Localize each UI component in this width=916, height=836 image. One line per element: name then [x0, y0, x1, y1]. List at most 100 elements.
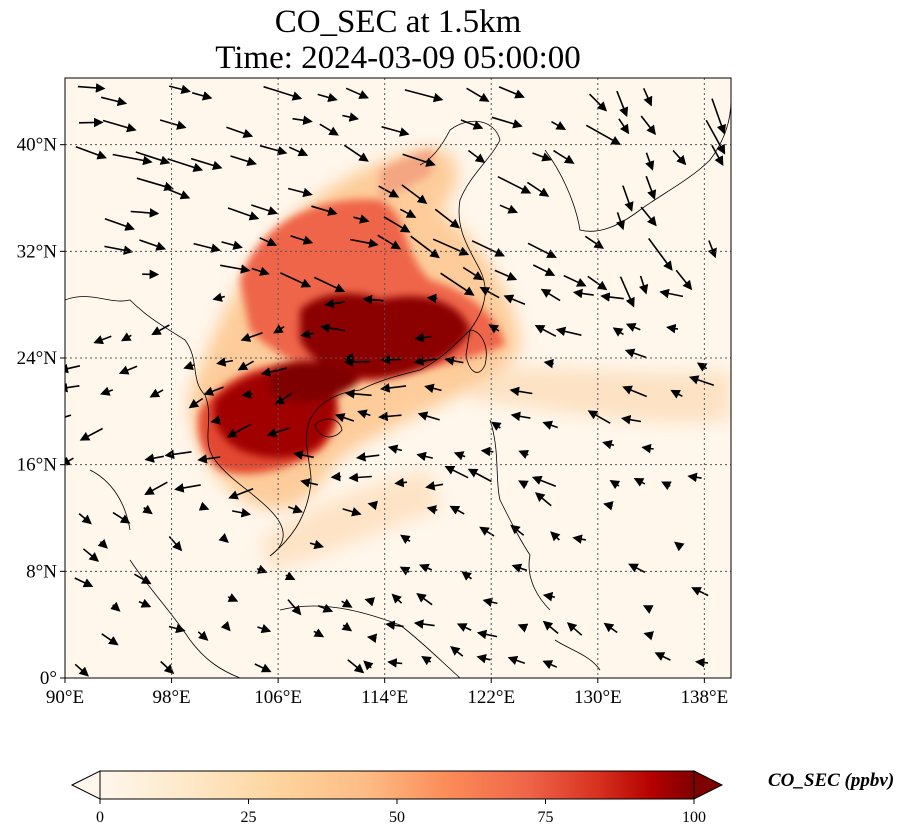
wind-arrow [687, 472, 702, 483]
wind-arrow [462, 266, 484, 281]
wind-arrow [618, 118, 630, 135]
wind-arrow [488, 324, 500, 334]
wind-arrow [256, 564, 268, 574]
wind-arrow [97, 538, 108, 549]
wind-arrow [227, 593, 239, 602]
wind-arrow [221, 240, 243, 250]
wind-arrow [342, 112, 360, 122]
wind-arrow [643, 631, 654, 641]
wind-arrow [490, 421, 502, 431]
lon-tick-label: 114°E [361, 687, 408, 708]
plume-north-tip [380, 150, 435, 200]
wind-arrow [482, 597, 498, 607]
wind-arrow [210, 415, 221, 425]
wind-arrow [288, 146, 309, 157]
wind-arrow [366, 633, 378, 643]
wind-arrow [534, 325, 557, 337]
wind-arrow [353, 214, 370, 224]
wind-arrow [584, 235, 605, 249]
wind-arrow [531, 475, 557, 487]
wind-arrow [120, 332, 132, 342]
wind-arrow [526, 181, 550, 197]
wind-arrow [363, 660, 374, 671]
wind-arrow [259, 237, 278, 247]
wind-arrow [587, 410, 611, 424]
wind-arrow [65, 382, 80, 393]
wind-arrow [273, 324, 285, 334]
wind-arrow [355, 452, 380, 462]
wind-arrow [345, 87, 369, 99]
wind-arrow [432, 238, 470, 256]
wind-arrow [695, 657, 709, 668]
wind-arrow [102, 119, 137, 133]
colorbar-label: CO_SEC (ppbv) [768, 770, 895, 791]
wind-arrow [416, 593, 433, 606]
wind-arrow [471, 240, 505, 257]
wind-arrow [510, 411, 531, 422]
wind-arrow [615, 212, 625, 231]
wind-arrow [450, 646, 464, 657]
wind-arrow [167, 158, 204, 173]
wind-arrow [404, 89, 444, 103]
wind-arrow [349, 238, 379, 248]
wind-arrow [705, 119, 726, 155]
wind-arrow [399, 566, 411, 576]
wind-arrow [101, 633, 119, 646]
wind-arrow [416, 451, 433, 462]
colorbar-gradient [99, 770, 695, 800]
wind-arrow [400, 534, 411, 544]
wind-arrow [230, 155, 257, 166]
wind-arrow [343, 144, 369, 162]
colorbar-tick-label: 50 [389, 809, 405, 826]
wind-arrow [378, 185, 400, 198]
wind-arrow [585, 124, 621, 145]
wind-arrow [380, 383, 407, 393]
lon-tick-label: 138°E [681, 687, 729, 708]
wind-arrow [543, 358, 554, 369]
wind-arrow [494, 269, 518, 281]
wind-arrow [711, 98, 726, 135]
wind-arrow [112, 153, 153, 166]
plume-core-center [270, 361, 360, 403]
wind-arrow [168, 84, 191, 95]
wind-arrow [460, 119, 484, 130]
colorbar-ticks: 0 25 50 75 100 [96, 799, 706, 826]
wind-arrow [164, 449, 192, 460]
wind-arrow [391, 593, 403, 604]
wind-arrow [425, 481, 444, 491]
wind-arrow [226, 126, 254, 138]
wind-arrow [711, 145, 724, 166]
plume-tail-east [470, 367, 731, 423]
wind-arrow [466, 87, 490, 102]
wind-arrow [566, 622, 583, 636]
wind-arrow [572, 534, 587, 544]
wind-arrow [642, 87, 653, 107]
wind-arrow [260, 367, 287, 377]
wind-arrow [198, 501, 210, 511]
wind-arrow [633, 478, 646, 487]
wind-arrow [93, 335, 112, 345]
wind-arrow [696, 362, 708, 372]
wind-arrow [218, 533, 229, 543]
wind-arrow [79, 427, 103, 441]
wind-arrow [691, 587, 709, 597]
wind-arrow [99, 386, 114, 396]
wind-arrow [518, 450, 530, 459]
wind-arrow [387, 444, 403, 454]
wind-arrow [688, 375, 715, 386]
wind-arrow [620, 414, 642, 425]
wind-arrow [624, 348, 647, 359]
wind-arrow [444, 465, 469, 479]
wind-arrow [387, 658, 403, 668]
wind-arrow [191, 91, 213, 101]
wind-arrow [674, 541, 685, 552]
wind-arrow [344, 389, 372, 399]
wind-arrow [133, 573, 152, 585]
wind-arrow [266, 426, 291, 438]
wind-arrow [426, 505, 438, 515]
wind-arrow [341, 621, 353, 632]
colorbar-extend-low [70, 770, 101, 800]
wind-arrow [553, 149, 575, 164]
wind-arrow [65, 414, 72, 418]
